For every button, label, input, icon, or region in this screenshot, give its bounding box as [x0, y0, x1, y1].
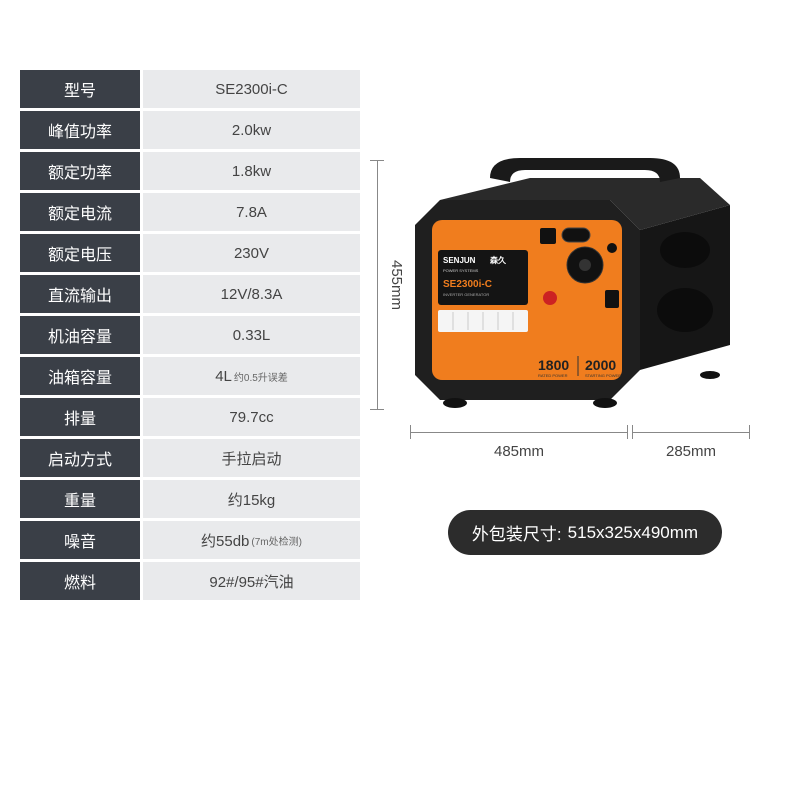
- dimension-width: 485mm: [410, 425, 628, 439]
- dimension-height-label: 455mm: [388, 260, 405, 310]
- spec-label: 直流输出: [20, 275, 140, 313]
- spec-value: 7.8A: [143, 193, 360, 231]
- spec-value: 79.7cc: [143, 398, 360, 436]
- spec-row: 峰值功率2.0kw: [20, 111, 360, 149]
- spec-label: 型号: [20, 70, 140, 108]
- packaging-value: 515x325x490mm: [568, 523, 698, 543]
- dimension-row: 485mm 285mm: [410, 425, 750, 465]
- spec-value: 约15kg: [143, 480, 360, 518]
- product-diagram: 455mm SENJUN 森久 POWER SYSTEMS: [400, 150, 770, 450]
- spec-label: 峰值功率: [20, 111, 140, 149]
- packaging-badge: 外包装尺寸: 515x325x490mm: [448, 510, 722, 555]
- spec-label: 重量: [20, 480, 140, 518]
- spec-value: 230V: [143, 234, 360, 272]
- spec-label: 机油容量: [20, 316, 140, 354]
- spec-value: SE2300i-C: [143, 70, 360, 108]
- packaging-label: 外包装尺寸:: [472, 520, 562, 545]
- spec-label: 燃料: [20, 562, 140, 600]
- svg-text:POWER SYSTEMS: POWER SYSTEMS: [443, 268, 479, 273]
- spec-value: 12V/8.3A: [143, 275, 360, 313]
- svg-text:INVERTER GENERATOR: INVERTER GENERATOR: [443, 292, 489, 297]
- spec-value: 92#/95#汽油: [143, 562, 360, 600]
- brand-text: SENJUN: [443, 256, 476, 265]
- svg-text:1800: 1800: [538, 357, 569, 373]
- svg-text:2000: 2000: [585, 357, 616, 373]
- spec-row: 油箱容量4L约0.5升误差: [20, 357, 360, 395]
- spec-value: 0.33L: [143, 316, 360, 354]
- product-panel: 455mm SENJUN 森久 POWER SYSTEMS: [390, 70, 780, 600]
- spec-row: 燃料92#/95#汽油: [20, 562, 360, 600]
- spec-row: 排量79.7cc: [20, 398, 360, 436]
- svg-text:森久: 森久: [490, 255, 507, 265]
- spec-row: 额定电压230V: [20, 234, 360, 272]
- spec-row: 额定电流7.8A: [20, 193, 360, 231]
- dimension-depth: 285mm: [632, 425, 750, 439]
- spec-label: 排量: [20, 398, 140, 436]
- spec-value: 1.8kw: [143, 152, 360, 190]
- spec-value: 手拉启动: [143, 439, 360, 477]
- dimension-height: 455mm: [370, 160, 405, 410]
- spec-value: 2.0kw: [143, 111, 360, 149]
- spec-row: 重量约15kg: [20, 480, 360, 518]
- spec-row: 噪音约55db(7m处检测): [20, 521, 360, 559]
- generator-icon: SENJUN 森久 POWER SYSTEMS SE2300i-C INVERT…: [410, 150, 750, 410]
- spec-row: 额定功率1.8kw: [20, 152, 360, 190]
- spec-row: 型号SE2300i-C: [20, 70, 360, 108]
- spec-label: 噪音: [20, 521, 140, 559]
- svg-text:STARTING POWER: STARTING POWER: [585, 373, 621, 378]
- spec-row: 直流输出12V/8.3A: [20, 275, 360, 313]
- spec-label: 油箱容量: [20, 357, 140, 395]
- svg-text:RATED POWER: RATED POWER: [538, 373, 568, 378]
- spec-label: 额定功率: [20, 152, 140, 190]
- spec-label: 启动方式: [20, 439, 140, 477]
- spec-label: 额定电流: [20, 193, 140, 231]
- spec-row: 启动方式手拉启动: [20, 439, 360, 477]
- spec-value: 4L约0.5升误差: [143, 357, 360, 395]
- spec-value: 约55db(7m处检测): [143, 521, 360, 559]
- svg-text:SE2300i-C: SE2300i-C: [443, 279, 492, 290]
- spec-row: 机油容量0.33L: [20, 316, 360, 354]
- spec-label: 额定电压: [20, 234, 140, 272]
- spec-table: 型号SE2300i-C峰值功率2.0kw额定功率1.8kw额定电流7.8A额定电…: [20, 70, 360, 600]
